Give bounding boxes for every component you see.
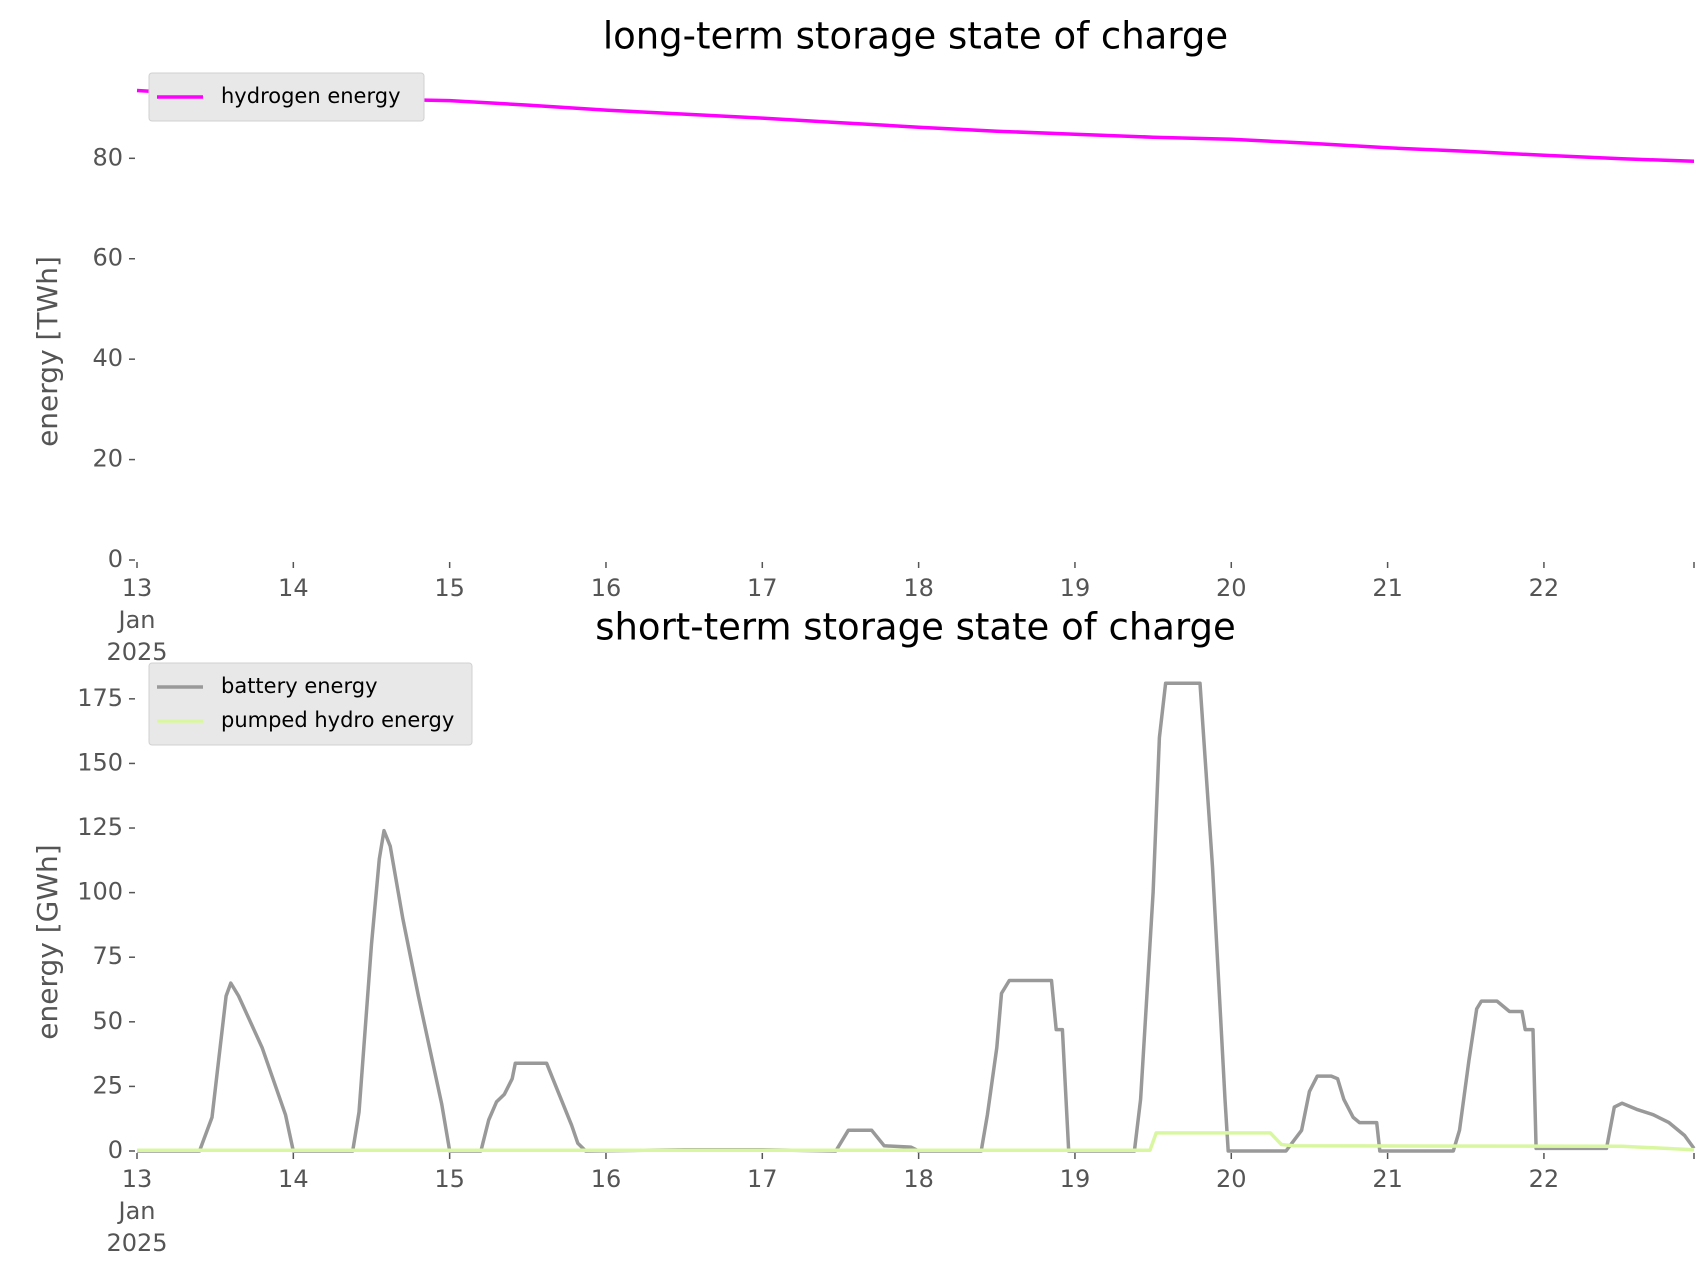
x-tick-label: 22 bbox=[1529, 1165, 1560, 1193]
chart-title: short-term storage state of charge bbox=[595, 606, 1236, 649]
y-tick-label: 0 bbox=[108, 1136, 123, 1164]
x-tick-label: 18 bbox=[903, 574, 934, 602]
y-axis-label: energy [TWh] bbox=[31, 256, 64, 447]
x-tick-label: 20 bbox=[1216, 574, 1247, 602]
x-tick-label: 22 bbox=[1529, 574, 1560, 602]
y-tick-label: 20 bbox=[92, 445, 123, 473]
x-tick-label: 19 bbox=[1060, 1165, 1091, 1193]
y-tick-label: 40 bbox=[92, 344, 123, 372]
x-tick-label: 16 bbox=[591, 574, 622, 602]
y-tick-label: 125 bbox=[77, 813, 123, 841]
x-tick-label: 14 bbox=[278, 574, 309, 602]
legend-box bbox=[148, 662, 473, 746]
y-axis-label: energy [GWh] bbox=[31, 844, 64, 1039]
x-tick-label: 14 bbox=[278, 1165, 309, 1193]
legend-label: battery energy bbox=[221, 674, 378, 698]
legend-box bbox=[148, 72, 425, 122]
x-tick-label: 18 bbox=[903, 1165, 934, 1193]
x-tick-label: 17 bbox=[747, 574, 778, 602]
series-line bbox=[137, 1131, 1695, 1152]
y-tick-label: 80 bbox=[92, 143, 123, 171]
y-tick-label: 100 bbox=[77, 878, 123, 906]
x-tick-label: 21 bbox=[1372, 1165, 1403, 1193]
y-tick-label: 0 bbox=[108, 545, 123, 573]
y-tick-label: 150 bbox=[77, 748, 123, 776]
legend-label: pumped hydro energy bbox=[221, 708, 454, 732]
y-tick-label: 60 bbox=[92, 244, 123, 272]
y-tick-label: 175 bbox=[77, 684, 123, 712]
y-tick-label: 50 bbox=[92, 1007, 123, 1035]
x-tick-label: 17 bbox=[747, 1165, 778, 1193]
x-tick-label: 20 bbox=[1216, 1165, 1247, 1193]
x-tick-label: 19 bbox=[1060, 574, 1091, 602]
x-tick-label: 15 bbox=[434, 1165, 465, 1193]
y-tick-label: 25 bbox=[92, 1071, 123, 1099]
x-tick-label: 13 Jan 2025 bbox=[106, 574, 167, 666]
chart-title: long-term storage state of charge bbox=[603, 15, 1228, 58]
x-tick-label: 21 bbox=[1372, 574, 1403, 602]
x-tick-label: 16 bbox=[591, 1165, 622, 1193]
series-line bbox=[137, 681, 1696, 1153]
legend-label: hydrogen energy bbox=[221, 84, 401, 108]
y-tick-label: 75 bbox=[92, 942, 123, 970]
x-tick-label: 13 Jan 2025 bbox=[106, 1165, 167, 1257]
x-tick-label: 15 bbox=[434, 574, 465, 602]
